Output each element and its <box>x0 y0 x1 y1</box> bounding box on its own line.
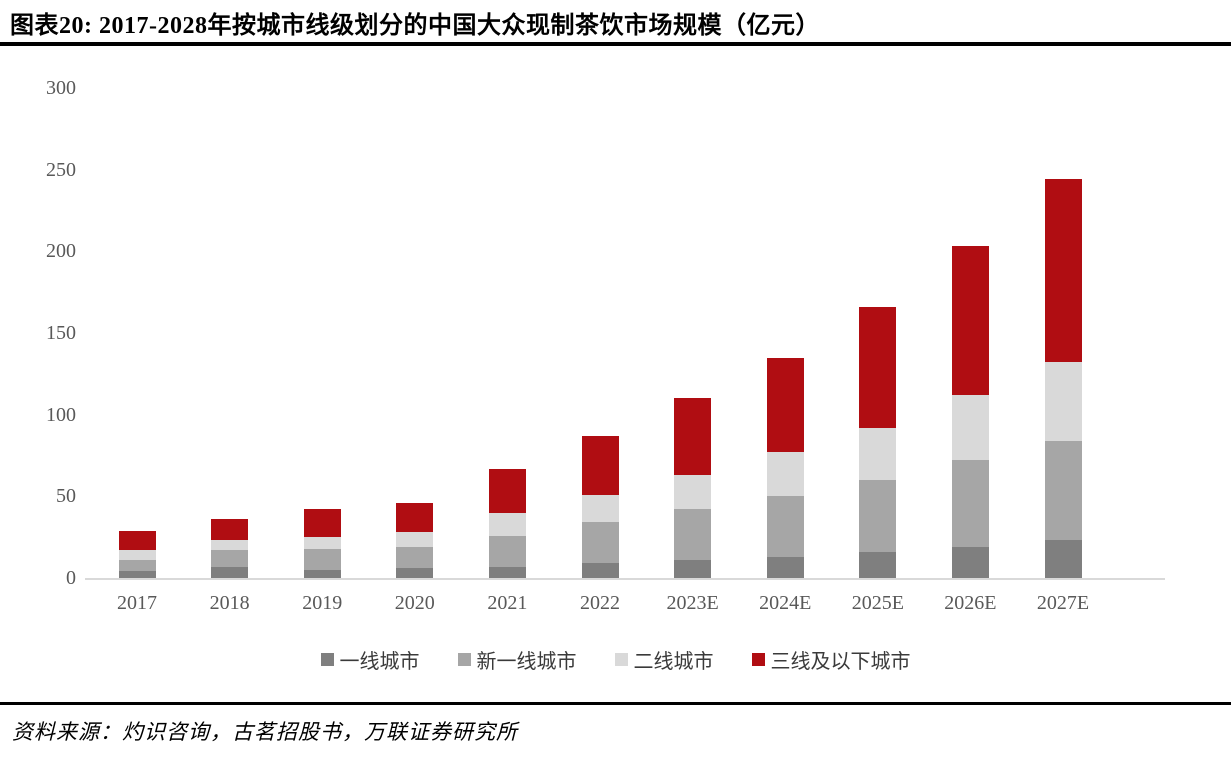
bar-segment-一线城市 <box>581 563 619 578</box>
legend-label: 一线城市 <box>339 651 420 673</box>
bar-segment-三线及以下城市 <box>118 530 156 551</box>
bar-segment-新一线城市 <box>766 496 804 557</box>
bar-2027E <box>1044 179 1082 578</box>
legend-swatch-icon <box>614 653 628 666</box>
y-tick-label: 200 <box>46 240 76 263</box>
bar-segment-二线城市 <box>396 532 434 547</box>
y-tick-label: 100 <box>46 403 76 426</box>
y-tick-label: 300 <box>46 77 76 99</box>
bar-2023E <box>674 398 712 578</box>
bar-segment-三线及以下城市 <box>396 502 434 533</box>
bar-2024E <box>766 357 804 578</box>
legend-swatch-icon <box>751 653 765 666</box>
bar-2019 <box>303 509 341 578</box>
bar-segment-新一线城市 <box>674 509 712 561</box>
bar-segment-二线城市 <box>303 537 341 549</box>
x-tick-label: 2023E <box>666 592 719 614</box>
bar-segment-三线及以下城市 <box>488 468 526 513</box>
bar-segment-新一线城市 <box>1044 440 1082 541</box>
x-tick-label: 2022 <box>580 592 620 614</box>
bar-segment-一线城市 <box>674 560 712 578</box>
legend-label: 新一线城市 <box>476 651 577 673</box>
y-tick-label: 250 <box>46 158 76 181</box>
x-tick-label: 2026E <box>944 592 997 614</box>
bar-segment-新一线城市 <box>859 480 897 552</box>
x-tick-label: 2024E <box>759 592 812 614</box>
bar-2021 <box>488 468 526 578</box>
x-tick-label: 2017 <box>117 592 157 614</box>
x-tick-label: 2019 <box>302 592 343 614</box>
bar-segment-一线城市 <box>766 556 804 578</box>
x-tick-label: 2021 <box>487 592 528 614</box>
x-tick-label: 2020 <box>394 592 435 614</box>
bar-segment-一线城市 <box>951 546 989 578</box>
bar-segment-二线城市 <box>1044 362 1082 441</box>
legend-swatch-icon <box>457 653 471 666</box>
bar-segment-一线城市 <box>396 568 434 578</box>
bar-segment-一线城市 <box>118 571 156 578</box>
legend: 一线城市 新一线城市 二线城市 三线及以下城市 <box>0 645 1231 674</box>
legend-label: 二线城市 <box>633 651 714 673</box>
title-divider <box>0 42 1231 46</box>
bar-segment-新一线城市 <box>396 546 434 569</box>
legend-item-新一线城市: 新一线城市 <box>457 645 577 674</box>
y-tick-label: 50 <box>56 485 76 508</box>
legend-item-二线城市: 二线城市 <box>614 645 714 674</box>
bar-2020 <box>396 502 434 578</box>
bar-segment-三线及以下城市 <box>1044 179 1082 363</box>
bar-segment-三线及以下城市 <box>766 357 804 453</box>
y-tick-label: 0 <box>66 567 76 589</box>
bar-segment-三线及以下城市 <box>303 509 341 538</box>
x-tick-label: 2027E <box>1036 592 1090 614</box>
bar-segment-一线城市 <box>303 569 341 578</box>
y-tick-label: 150 <box>46 322 76 344</box>
bar-segment-二线城市 <box>674 475 712 510</box>
bar-2017 <box>118 530 156 578</box>
bar-segment-一线城市 <box>488 566 526 578</box>
bar-segment-三线及以下城市 <box>581 435 619 495</box>
bar-segment-三线及以下城市 <box>951 246 989 396</box>
bar-segment-新一线城市 <box>581 522 619 564</box>
bar-2026E <box>951 246 989 578</box>
x-tick-label: 2025E <box>851 592 904 614</box>
bar-segment-新一线城市 <box>303 548 341 570</box>
bar-2025E <box>859 306 897 578</box>
bar-segment-二线城市 <box>581 494 619 523</box>
bar-segment-三线及以下城市 <box>674 398 712 476</box>
bar-segment-新一线城市 <box>118 560 156 572</box>
bar-2018 <box>211 519 249 578</box>
legend-label: 三线及以下城市 <box>770 651 911 673</box>
bar-segment-二线城市 <box>118 550 156 561</box>
bar-segment-二线城市 <box>951 395 989 461</box>
bar-segment-二线城市 <box>488 512 526 536</box>
bar-segment-新一线城市 <box>211 550 249 567</box>
source-note: 资料来源：灼识咨询，古茗招股书，万联证券研究所 <box>12 720 518 744</box>
bar-segment-二线城市 <box>211 540 249 551</box>
footer-divider <box>0 702 1231 705</box>
x-tick-label: 2018 <box>209 592 250 614</box>
chart-title: 图表20: 2017-2028年按城市线级划分的中国大众现制茶饮市场规模（亿元） <box>10 13 820 39</box>
bar-2022 <box>581 435 619 578</box>
bar-segment-二线城市 <box>766 452 804 497</box>
bar-segment-一线城市 <box>1044 540 1082 578</box>
legend-item-一线城市: 一线城市 <box>320 645 420 674</box>
bar-segment-一线城市 <box>211 566 249 578</box>
bar-segment-新一线城市 <box>488 535 526 567</box>
stacked-bar-chart: 0 50 100 150 200 250 300 2017 2018 2019 2020 2021 2… <box>0 50 1231 673</box>
bar-segment-二线城市 <box>859 427 897 480</box>
bar-segment-一线城市 <box>859 551 897 578</box>
bar-segment-新一线城市 <box>951 460 989 547</box>
plot-area <box>85 88 1165 580</box>
bar-segment-三线及以下城市 <box>211 519 249 541</box>
bar-segment-三线及以下城市 <box>859 306 897 428</box>
legend-item-三线及以下城市: 三线及以下城市 <box>751 645 911 674</box>
legend-swatch-icon <box>320 653 334 666</box>
